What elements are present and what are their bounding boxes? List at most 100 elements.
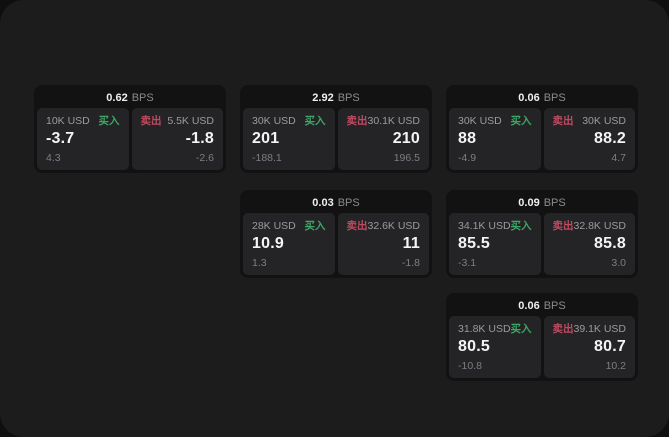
buy-label-row: 31.8K USD 买入 <box>458 323 532 335</box>
buy-price: -3.7 <box>46 130 75 147</box>
sell-price: 85.8 <box>594 235 626 252</box>
quote-card: 0.09 BPS 34.1K USD 买入 85.5 -3.1 卖出 32.8K… <box>446 190 638 278</box>
quote-panels: 28K USD 买入 10.9 1.3 卖出 32.6K USD 11 -1.8 <box>243 213 429 275</box>
sell-panel[interactable]: 卖出 32.6K USD 11 -1.8 <box>337 213 429 275</box>
card-header: 0.03 BPS <box>243 193 429 213</box>
buy-panel[interactable]: 31.8K USD 买入 80.5 -10.8 <box>449 316 541 378</box>
sell-delta: 196.5 <box>393 152 420 164</box>
buy-panel[interactable]: 34.1K USD 买入 85.5 -3.1 <box>449 213 541 275</box>
buy-label-row: 30K USD 买入 <box>252 115 326 127</box>
sell-button[interactable]: 卖出 <box>552 220 574 232</box>
buy-button[interactable]: 买入 <box>510 220 532 232</box>
sell-label-row: 卖出 5.5K USD <box>141 115 215 127</box>
card-header: 0.62 BPS <box>37 88 223 108</box>
sell-button[interactable]: 卖出 <box>346 115 368 127</box>
buy-label-row: 28K USD 买入 <box>252 220 326 232</box>
sell-panel[interactable]: 卖出 39.1K USD 80.7 10.2 <box>543 316 635 378</box>
quote-card: 0.06 BPS 31.8K USD 买入 80.5 -10.8 卖出 39.1… <box>446 293 638 381</box>
buy-delta: 4.3 <box>46 152 61 164</box>
buy-delta: -4.9 <box>458 152 477 164</box>
bps-unit-label: BPS <box>337 197 360 209</box>
sell-price: 11 <box>402 235 420 252</box>
sell-delta: 4.7 <box>611 152 626 164</box>
sell-panel[interactable]: 卖出 5.5K USD -1.8 -2.6 <box>131 108 223 170</box>
bps-unit-label: BPS <box>131 92 154 104</box>
buy-price: 201 <box>252 130 280 147</box>
bps-unit-label: BPS <box>543 197 566 209</box>
buy-amount: 30K USD <box>252 115 296 127</box>
sell-label-row: 卖出 32.8K USD <box>553 220 627 232</box>
bps-value: 0.62 <box>106 92 128 104</box>
sell-price: 80.7 <box>594 338 626 355</box>
sell-amount: 39.1K USD <box>573 323 627 335</box>
buy-delta: -3.1 <box>458 257 477 269</box>
buy-price: 85.5 <box>458 235 490 252</box>
buy-price: 88 <box>458 130 477 147</box>
sell-label-row: 卖出 30K USD <box>553 115 627 127</box>
quote-card: 0.62 BPS 10K USD 买入 -3.7 4.3 卖出 5.5K USD… <box>34 85 226 173</box>
card-header: 2.92 BPS <box>243 88 429 108</box>
sell-price: 210 <box>392 130 420 147</box>
quote-panels: 30K USD 买入 201 -188.1 卖出 30.1K USD 210 1… <box>243 108 429 170</box>
sell-amount: 30K USD <box>582 115 626 127</box>
buy-label-row: 34.1K USD 买入 <box>458 220 532 232</box>
buy-button[interactable]: 买入 <box>510 323 532 335</box>
buy-panel[interactable]: 28K USD 买入 10.9 1.3 <box>243 213 335 275</box>
quote-panels: 10K USD 买入 -3.7 4.3 卖出 5.5K USD -1.8 -2.… <box>37 108 223 170</box>
sell-price: -1.8 <box>185 130 214 147</box>
quote-panels: 34.1K USD 买入 85.5 -3.1 卖出 32.8K USD 85.8… <box>449 213 635 275</box>
sell-panel[interactable]: 卖出 32.8K USD 85.8 3.0 <box>543 213 635 275</box>
buy-panel[interactable]: 10K USD 买入 -3.7 4.3 <box>37 108 129 170</box>
quote-card: 2.92 BPS 30K USD 买入 201 -188.1 卖出 30.1K … <box>240 85 432 173</box>
buy-delta: -188.1 <box>252 152 282 164</box>
sell-button[interactable]: 卖出 <box>346 220 368 232</box>
buy-label-row: 30K USD 买入 <box>458 115 532 127</box>
card-header: 0.09 BPS <box>449 193 635 213</box>
buy-panel[interactable]: 30K USD 买入 88 -4.9 <box>449 108 541 170</box>
buy-delta: 1.3 <box>252 257 267 269</box>
bps-unit-label: BPS <box>543 92 566 104</box>
buy-button[interactable]: 买入 <box>304 115 326 127</box>
buy-price: 80.5 <box>458 338 490 355</box>
quote-panels: 30K USD 买入 88 -4.9 卖出 30K USD 88.2 4.7 <box>449 108 635 170</box>
buy-button[interactable]: 买入 <box>510 115 532 127</box>
quote-card: 0.06 BPS 30K USD 买入 88 -4.9 卖出 30K USD 8… <box>446 85 638 173</box>
buy-panel[interactable]: 30K USD 买入 201 -188.1 <box>243 108 335 170</box>
quote-panels: 31.8K USD 买入 80.5 -10.8 卖出 39.1K USD 80.… <box>449 316 635 378</box>
buy-amount: 28K USD <box>252 220 296 232</box>
bps-value: 0.03 <box>312 197 334 209</box>
sell-button[interactable]: 卖出 <box>552 323 574 335</box>
card-header: 0.06 BPS <box>449 296 635 316</box>
buy-amount: 34.1K USD <box>458 220 511 232</box>
card-header: 0.06 BPS <box>449 88 635 108</box>
sell-delta: -1.8 <box>401 257 420 269</box>
bps-unit-label: BPS <box>337 92 360 104</box>
sell-label-row: 卖出 30.1K USD <box>347 115 421 127</box>
buy-delta: -10.8 <box>458 360 482 372</box>
sell-button[interactable]: 卖出 <box>552 115 574 127</box>
buy-amount: 10K USD <box>46 115 90 127</box>
bps-value: 2.92 <box>312 92 334 104</box>
buy-button[interactable]: 买入 <box>98 115 120 127</box>
buy-button[interactable]: 买入 <box>304 220 326 232</box>
bps-unit-label: BPS <box>543 300 566 312</box>
bps-value: 0.09 <box>518 197 540 209</box>
sell-delta: 3.0 <box>611 257 626 269</box>
sell-panel[interactable]: 卖出 30.1K USD 210 196.5 <box>337 108 429 170</box>
bps-value: 0.06 <box>518 300 540 312</box>
sell-button[interactable]: 卖出 <box>140 115 162 127</box>
sell-panel[interactable]: 卖出 30K USD 88.2 4.7 <box>543 108 635 170</box>
buy-label-row: 10K USD 买入 <box>46 115 120 127</box>
buy-amount: 30K USD <box>458 115 502 127</box>
buy-price: 10.9 <box>252 235 284 252</box>
bps-value: 0.06 <box>518 92 540 104</box>
sell-amount: 32.6K USD <box>367 220 421 232</box>
sell-delta: -2.6 <box>195 152 214 164</box>
sell-amount: 32.8K USD <box>573 220 627 232</box>
sell-amount: 30.1K USD <box>367 115 421 127</box>
sell-label-row: 卖出 39.1K USD <box>553 323 627 335</box>
sell-amount: 5.5K USD <box>167 115 214 127</box>
buy-amount: 31.8K USD <box>458 323 511 335</box>
quote-card: 0.03 BPS 28K USD 买入 10.9 1.3 卖出 32.6K US… <box>240 190 432 278</box>
